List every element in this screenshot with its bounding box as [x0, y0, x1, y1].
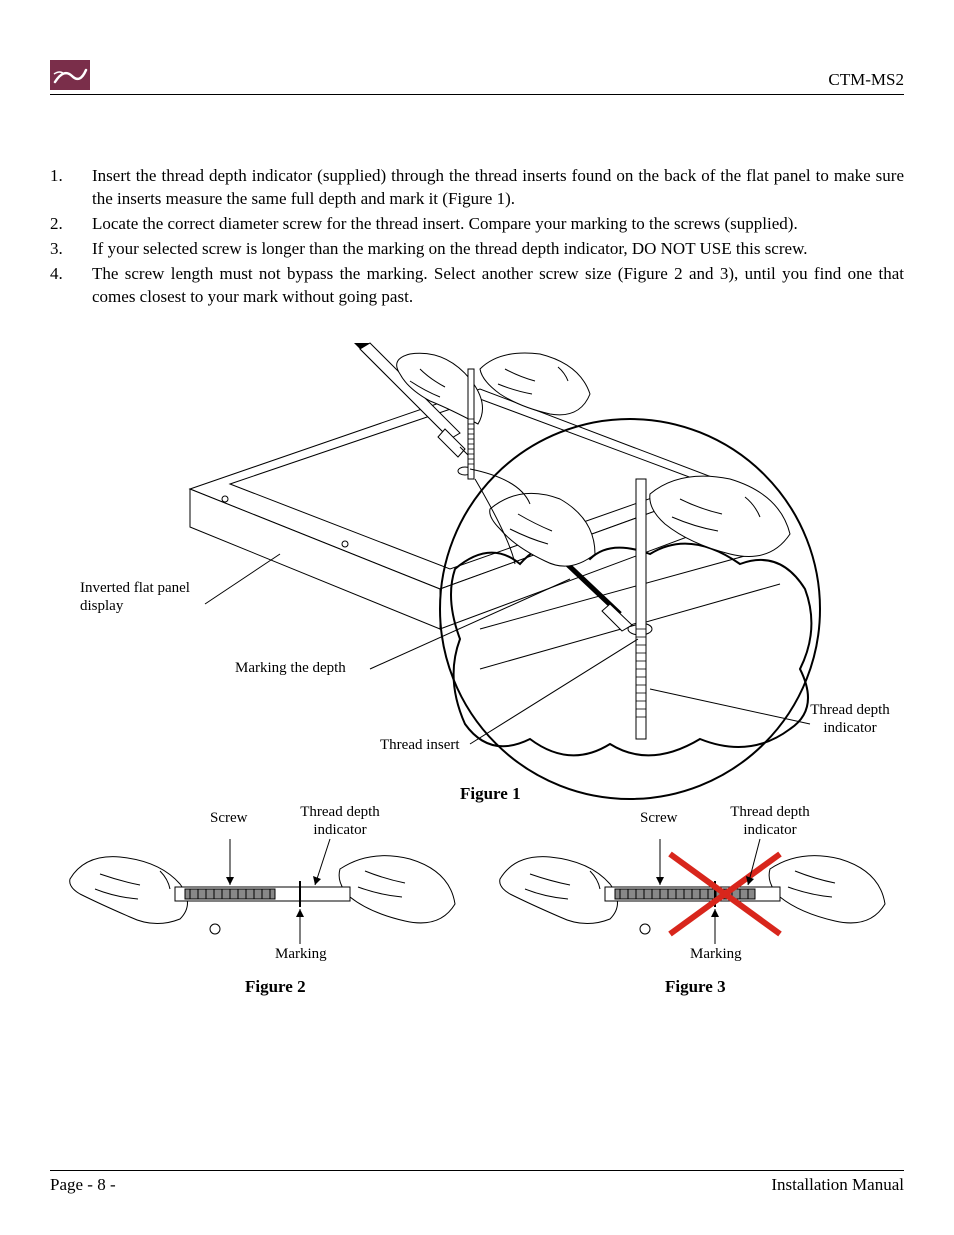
callout-text: Thread depth indicator [810, 702, 890, 736]
list-item: 4. The screw length must not bypass the … [50, 263, 904, 309]
item-number: 1. [50, 165, 92, 211]
item-text: Insert the thread depth indicator (suppl… [92, 165, 904, 211]
callout-text: Inverted flat panel display [80, 580, 190, 614]
figure-area: Inverted flat panel display Marking the … [50, 329, 904, 1009]
callout-inverted-panel: Inverted flat panel display [80, 579, 220, 615]
callout-marking-fig2: Marking [275, 945, 327, 963]
item-number: 2. [50, 213, 92, 236]
callout-tdi-fig3: Thread depth indicator [720, 803, 820, 839]
page-footer: Page - 8 - Installation Manual [50, 1170, 904, 1195]
page-number: Page - 8 - [50, 1175, 116, 1195]
item-number: 4. [50, 263, 92, 309]
item-text: If your selected screw is longer than th… [92, 238, 904, 261]
list-item: 2. Locate the correct diameter screw for… [50, 213, 904, 236]
callout-thread-depth-indicator: Thread depth indicator [800, 701, 900, 737]
brand-logo [50, 60, 90, 90]
callout-text: Marking the depth [235, 660, 346, 676]
figure-2-caption: Figure 2 [245, 977, 306, 997]
document-id: CTM-MS2 [828, 70, 904, 90]
callout-thread-insert: Thread insert [380, 736, 460, 754]
callout-screw-fig2: Screw [210, 809, 248, 827]
callout-text: Thread insert [380, 737, 460, 753]
instruction-list: 1. Insert the thread depth indicator (su… [50, 165, 904, 309]
item-number: 3. [50, 238, 92, 261]
item-text: Locate the correct diameter screw for th… [92, 213, 904, 236]
callout-marking-fig3: Marking [690, 945, 742, 963]
list-item: 1. Insert the thread depth indicator (su… [50, 165, 904, 211]
callout-screw-fig3: Screw [640, 809, 678, 827]
callout-tdi-fig2: Thread depth indicator [290, 803, 390, 839]
page-header: CTM-MS2 [50, 60, 904, 95]
list-item: 3. If your selected screw is longer than… [50, 238, 904, 261]
callout-marking-depth: Marking the depth [235, 659, 346, 677]
figure-1-caption: Figure 1 [460, 784, 521, 804]
figure-2-diagram [60, 809, 460, 989]
item-text: The screw length must not bypass the mar… [92, 263, 904, 309]
footer-title: Installation Manual [771, 1175, 904, 1195]
figure-3-caption: Figure 3 [665, 977, 726, 997]
